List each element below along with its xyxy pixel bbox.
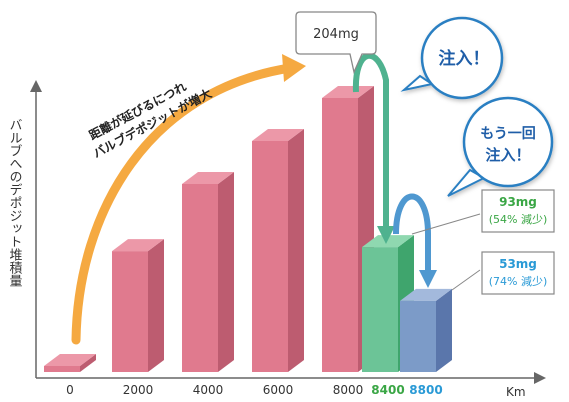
x-tick-6000: 6000 xyxy=(263,383,294,397)
x-tick-8400: 8400 xyxy=(371,383,404,397)
inject-bubble-1 xyxy=(400,16,504,100)
reduce-callout-2: 53mg (74% 減少) xyxy=(451,251,555,295)
bar-front xyxy=(322,98,358,372)
x-tick-4000: 4000 xyxy=(193,383,224,397)
inject-arrow-1-head xyxy=(377,226,395,244)
bars xyxy=(44,86,452,372)
inject-arrow-2 xyxy=(393,193,431,274)
bar-side xyxy=(436,288,452,372)
bar-side xyxy=(288,128,304,372)
inject-text-2b: 注入！ xyxy=(485,146,530,164)
growth-arrow-head xyxy=(282,54,306,82)
x-tick-8000: 8000 xyxy=(333,383,364,397)
bar-top xyxy=(44,354,96,366)
bar-2000 xyxy=(112,239,164,372)
inject-text-2a: もう一回 xyxy=(480,126,536,142)
x-tick-0: 0 xyxy=(66,383,74,397)
bar-top xyxy=(362,235,414,248)
bar-6000 xyxy=(252,128,304,372)
inject-bubble-2 xyxy=(447,96,554,197)
reduce-1-pct: (54% 減少) xyxy=(489,212,548,226)
x-tick-8800: 8800 xyxy=(409,383,442,397)
bar-4000 xyxy=(182,171,234,372)
bar-front xyxy=(182,183,218,372)
bar-8800 xyxy=(400,288,452,372)
peak-label: 204mg xyxy=(313,27,359,42)
bar-top xyxy=(182,171,234,184)
bar-side xyxy=(218,171,234,372)
reduce-2-pct: (74% 減少) xyxy=(489,274,548,288)
bar-side xyxy=(148,239,164,372)
inject-arrow-1 xyxy=(352,52,389,230)
bar-top xyxy=(400,288,452,301)
y-axis-label: バルブへのデポジット堆積量 xyxy=(7,118,23,287)
bar-0 xyxy=(44,354,96,372)
reduce-1-value: 93mg xyxy=(499,195,537,209)
reduce-2-value: 53mg xyxy=(499,257,537,271)
bar-front xyxy=(362,247,398,372)
bar-top xyxy=(112,239,164,252)
reduce-callout-1: 93mg (54% 減少) xyxy=(411,189,555,235)
bar-side xyxy=(80,354,96,372)
bar-top xyxy=(322,86,374,98)
x-axis-label: Km xyxy=(506,385,526,398)
bar-front xyxy=(400,300,436,372)
bar-front xyxy=(112,251,148,372)
bar-top xyxy=(252,128,304,141)
inject-arrow-2-head xyxy=(419,270,437,288)
x-tick-labels: 0 2000 4000 6000 8000 8400 8800 xyxy=(66,383,443,397)
growth-arrow xyxy=(71,63,295,345)
bar-front xyxy=(252,140,288,372)
peak-callout: 204mg xyxy=(295,11,377,75)
bar-front xyxy=(44,366,80,372)
inject-text-1: 注入！ xyxy=(439,48,490,69)
x-tick-2000: 2000 xyxy=(123,383,154,397)
